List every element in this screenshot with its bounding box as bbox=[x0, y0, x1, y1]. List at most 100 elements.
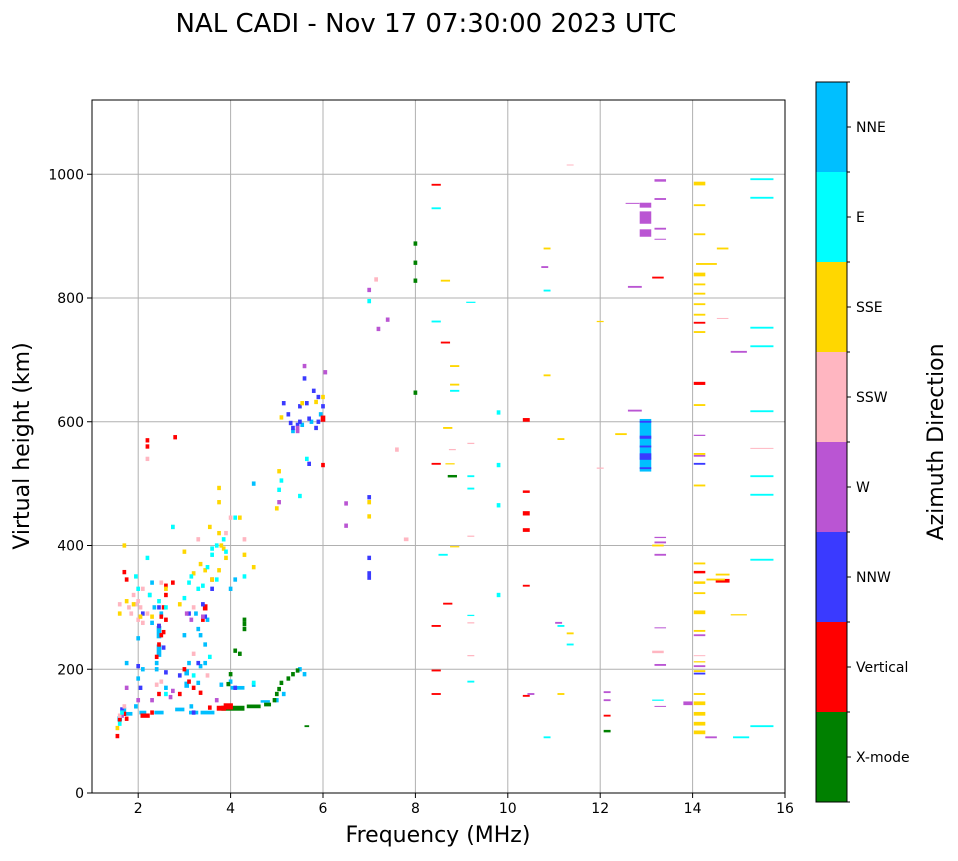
data-point bbox=[136, 636, 141, 641]
x-tick-label: 8 bbox=[411, 801, 420, 817]
data-point bbox=[693, 303, 706, 306]
data-point bbox=[120, 707, 124, 712]
data-point bbox=[639, 453, 652, 459]
data-point bbox=[557, 625, 565, 627]
data-point bbox=[157, 605, 161, 610]
x-tick-label: 16 bbox=[776, 801, 794, 817]
data-point bbox=[115, 725, 120, 731]
data-point bbox=[274, 698, 279, 703]
data-point bbox=[237, 651, 242, 656]
data-point bbox=[693, 321, 706, 324]
data-point bbox=[136, 676, 141, 681]
data-point bbox=[693, 181, 706, 186]
data-point bbox=[187, 660, 191, 666]
data-point bbox=[277, 487, 281, 492]
data-point bbox=[300, 401, 305, 406]
data-point bbox=[233, 648, 238, 653]
data-point bbox=[117, 611, 122, 616]
x-tick-label: 6 bbox=[319, 801, 328, 817]
data-point bbox=[157, 623, 161, 629]
data-point bbox=[654, 179, 667, 182]
data-point bbox=[152, 605, 157, 610]
data-point bbox=[466, 301, 476, 303]
x-axis-label: Frequency (MHz) bbox=[346, 823, 531, 848]
data-point bbox=[654, 553, 667, 556]
data-point bbox=[159, 679, 164, 684]
data-point bbox=[314, 399, 318, 405]
data-point bbox=[242, 537, 247, 542]
data-point bbox=[298, 493, 302, 499]
data-point bbox=[161, 605, 166, 610]
data-point bbox=[150, 710, 154, 715]
data-point bbox=[251, 481, 256, 486]
x-tick-label: 14 bbox=[684, 801, 702, 817]
data-point bbox=[246, 704, 261, 709]
data-point bbox=[124, 716, 129, 721]
data-point bbox=[693, 292, 706, 295]
data-point bbox=[696, 263, 717, 265]
data-point bbox=[198, 690, 203, 695]
data-point bbox=[314, 425, 318, 431]
data-point bbox=[281, 691, 286, 697]
colorbar-segment bbox=[816, 262, 847, 352]
data-point bbox=[145, 444, 150, 449]
colorbar-segment bbox=[816, 622, 847, 712]
data-point bbox=[228, 672, 233, 677]
data-point bbox=[214, 577, 219, 582]
data-point bbox=[161, 645, 166, 650]
data-point bbox=[693, 629, 706, 632]
data-point bbox=[693, 711, 706, 716]
data-point bbox=[251, 564, 256, 570]
data-point bbox=[321, 394, 325, 400]
colorbar-segment bbox=[816, 172, 847, 262]
data-point bbox=[136, 663, 141, 669]
colorbar-tick-label: SSE bbox=[856, 300, 883, 316]
data-point bbox=[639, 445, 652, 448]
data-point bbox=[224, 549, 228, 554]
data-point bbox=[196, 680, 201, 686]
data-point bbox=[164, 691, 168, 697]
data-point bbox=[207, 654, 212, 660]
data-point bbox=[224, 530, 228, 536]
data-point bbox=[154, 667, 159, 672]
data-point bbox=[210, 552, 214, 557]
data-point bbox=[134, 704, 138, 709]
data-point bbox=[557, 693, 565, 695]
data-point bbox=[367, 514, 372, 519]
data-point bbox=[161, 629, 166, 635]
data-point bbox=[302, 376, 307, 381]
data-point bbox=[140, 667, 145, 672]
data-point bbox=[367, 500, 372, 505]
data-point bbox=[541, 266, 549, 268]
data-point bbox=[715, 573, 730, 576]
data-point bbox=[603, 691, 611, 694]
data-point bbox=[223, 703, 233, 710]
data-point bbox=[260, 700, 270, 703]
data-point bbox=[295, 422, 300, 428]
data-point bbox=[154, 660, 159, 666]
data-point bbox=[131, 592, 136, 598]
data-point bbox=[431, 693, 441, 695]
data-point bbox=[431, 462, 441, 465]
data-point bbox=[309, 419, 314, 424]
data-point bbox=[288, 420, 293, 426]
data-point bbox=[295, 428, 300, 434]
y-axis-ticks: 0 200 400 600 800 1000 bbox=[48, 167, 92, 802]
data-point bbox=[693, 454, 706, 457]
data-point bbox=[117, 721, 122, 726]
data-point bbox=[124, 577, 129, 582]
data-point bbox=[527, 693, 535, 695]
data-point bbox=[237, 515, 242, 520]
data-point bbox=[750, 475, 774, 478]
data-point bbox=[205, 617, 210, 622]
data-point bbox=[750, 493, 774, 496]
data-point bbox=[750, 558, 774, 561]
data-point bbox=[159, 611, 164, 616]
data-point bbox=[157, 642, 161, 647]
data-point bbox=[367, 575, 372, 580]
data-point bbox=[217, 568, 221, 573]
data-point bbox=[184, 611, 189, 616]
data-point bbox=[279, 680, 284, 686]
data-point bbox=[733, 736, 750, 739]
